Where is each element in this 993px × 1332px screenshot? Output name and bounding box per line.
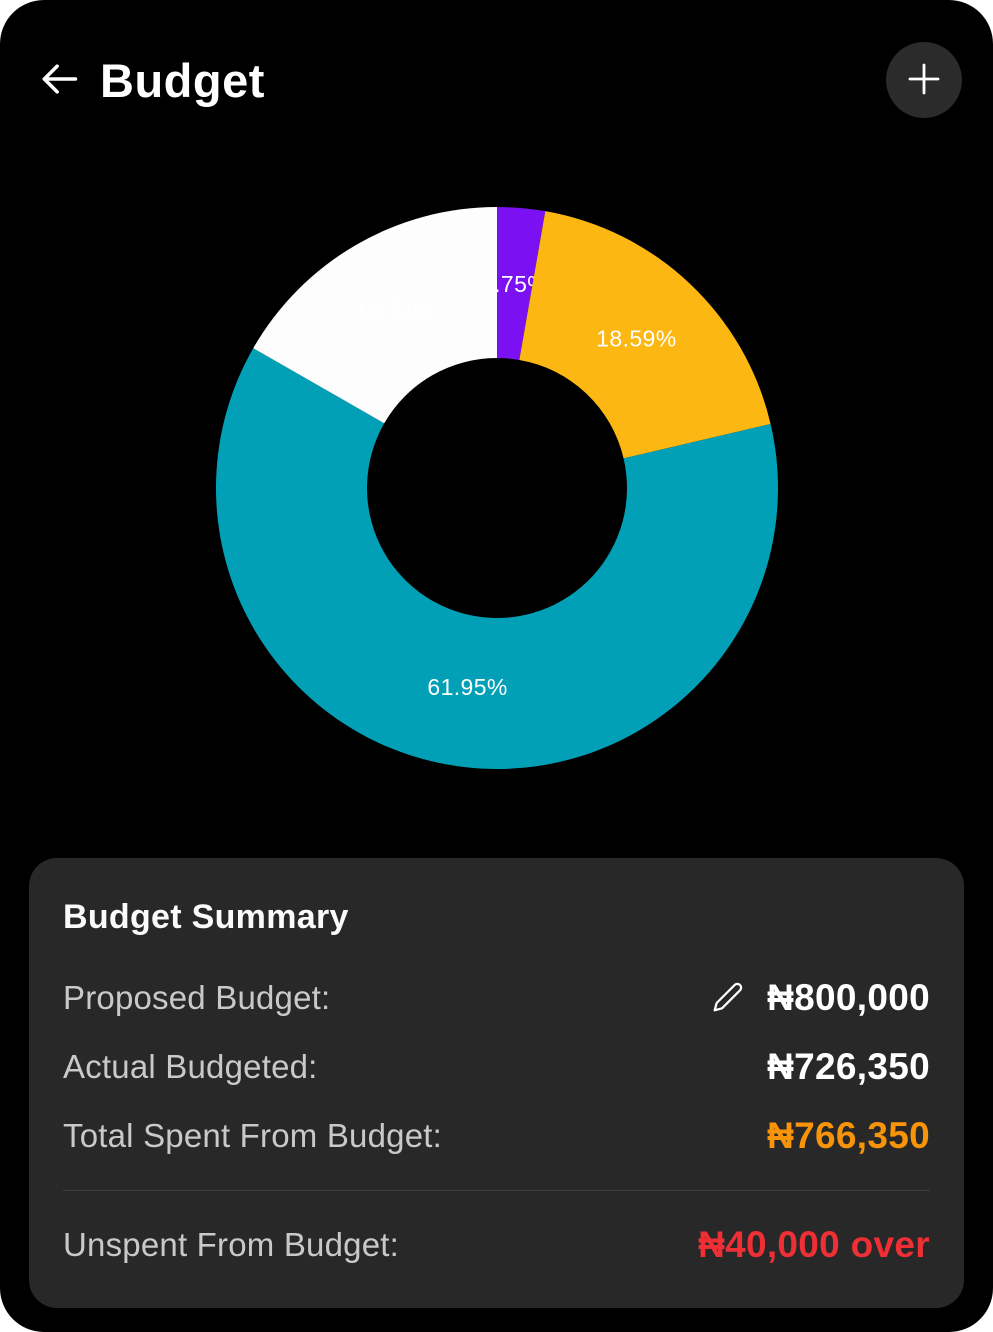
plus-icon [903,58,945,103]
donut-slice-1[interactable] [518,211,771,459]
row-value-group: ₦726,350 [767,1046,930,1088]
row-label: Actual Budgeted: [63,1048,318,1085]
row-value: ₦40,000 over [698,1224,930,1265]
summary-title: Budget Summary [63,898,349,936]
row-value-group: ₦40,000 over [698,1224,930,1266]
donut-slice-0[interactable] [496,207,545,360]
row-value-group: ₦800,000 [711,977,930,1019]
header: Budget [0,0,993,120]
row-label: Total Spent From Budget: [63,1117,442,1154]
row-value: ₦800,000 [767,977,930,1018]
pencil-icon [712,981,744,1016]
slice-percentage-label-2: 61.95% [427,674,507,700]
budget-donut-chart: 2.75%18.59%61.95%16.71% [215,207,778,770]
edit-budget-button[interactable] [711,981,745,1015]
slice-percentage-label-3: 16.71% [355,297,435,323]
donut-slice-3[interactable] [252,207,497,424]
summary-divider [63,1190,930,1191]
donut-slice-2[interactable] [215,348,778,770]
summary-row-3: Unspent From Budget: ₦40,000 over [63,1224,930,1266]
summary-row-1: Actual Budgeted: ₦726,350 [63,1046,930,1088]
arrow-left-icon [37,57,81,104]
add-budget-button[interactable] [886,42,962,118]
page-title: Budget [100,53,265,107]
row-label: Proposed Budget: [63,979,331,1016]
row-value-group: ₦766,350 [767,1115,930,1157]
row-label: Unspent From Budget: [63,1226,399,1263]
budget-summary-card: Budget Summary Proposed Budget: ₦800,000 A… [29,858,964,1308]
slice-percentage-label-1: 18.59% [596,325,676,351]
row-value: ₦766,350 [767,1115,930,1156]
back-button[interactable] [36,57,82,103]
summary-row-0: Proposed Budget: ₦800,000 [63,977,930,1019]
summary-row-2: Total Spent From Budget: ₦766,350 [63,1115,930,1157]
summary-rows: Proposed Budget: ₦800,000 Actual Budgeted:… [63,977,930,1266]
row-value: ₦726,350 [767,1046,930,1087]
